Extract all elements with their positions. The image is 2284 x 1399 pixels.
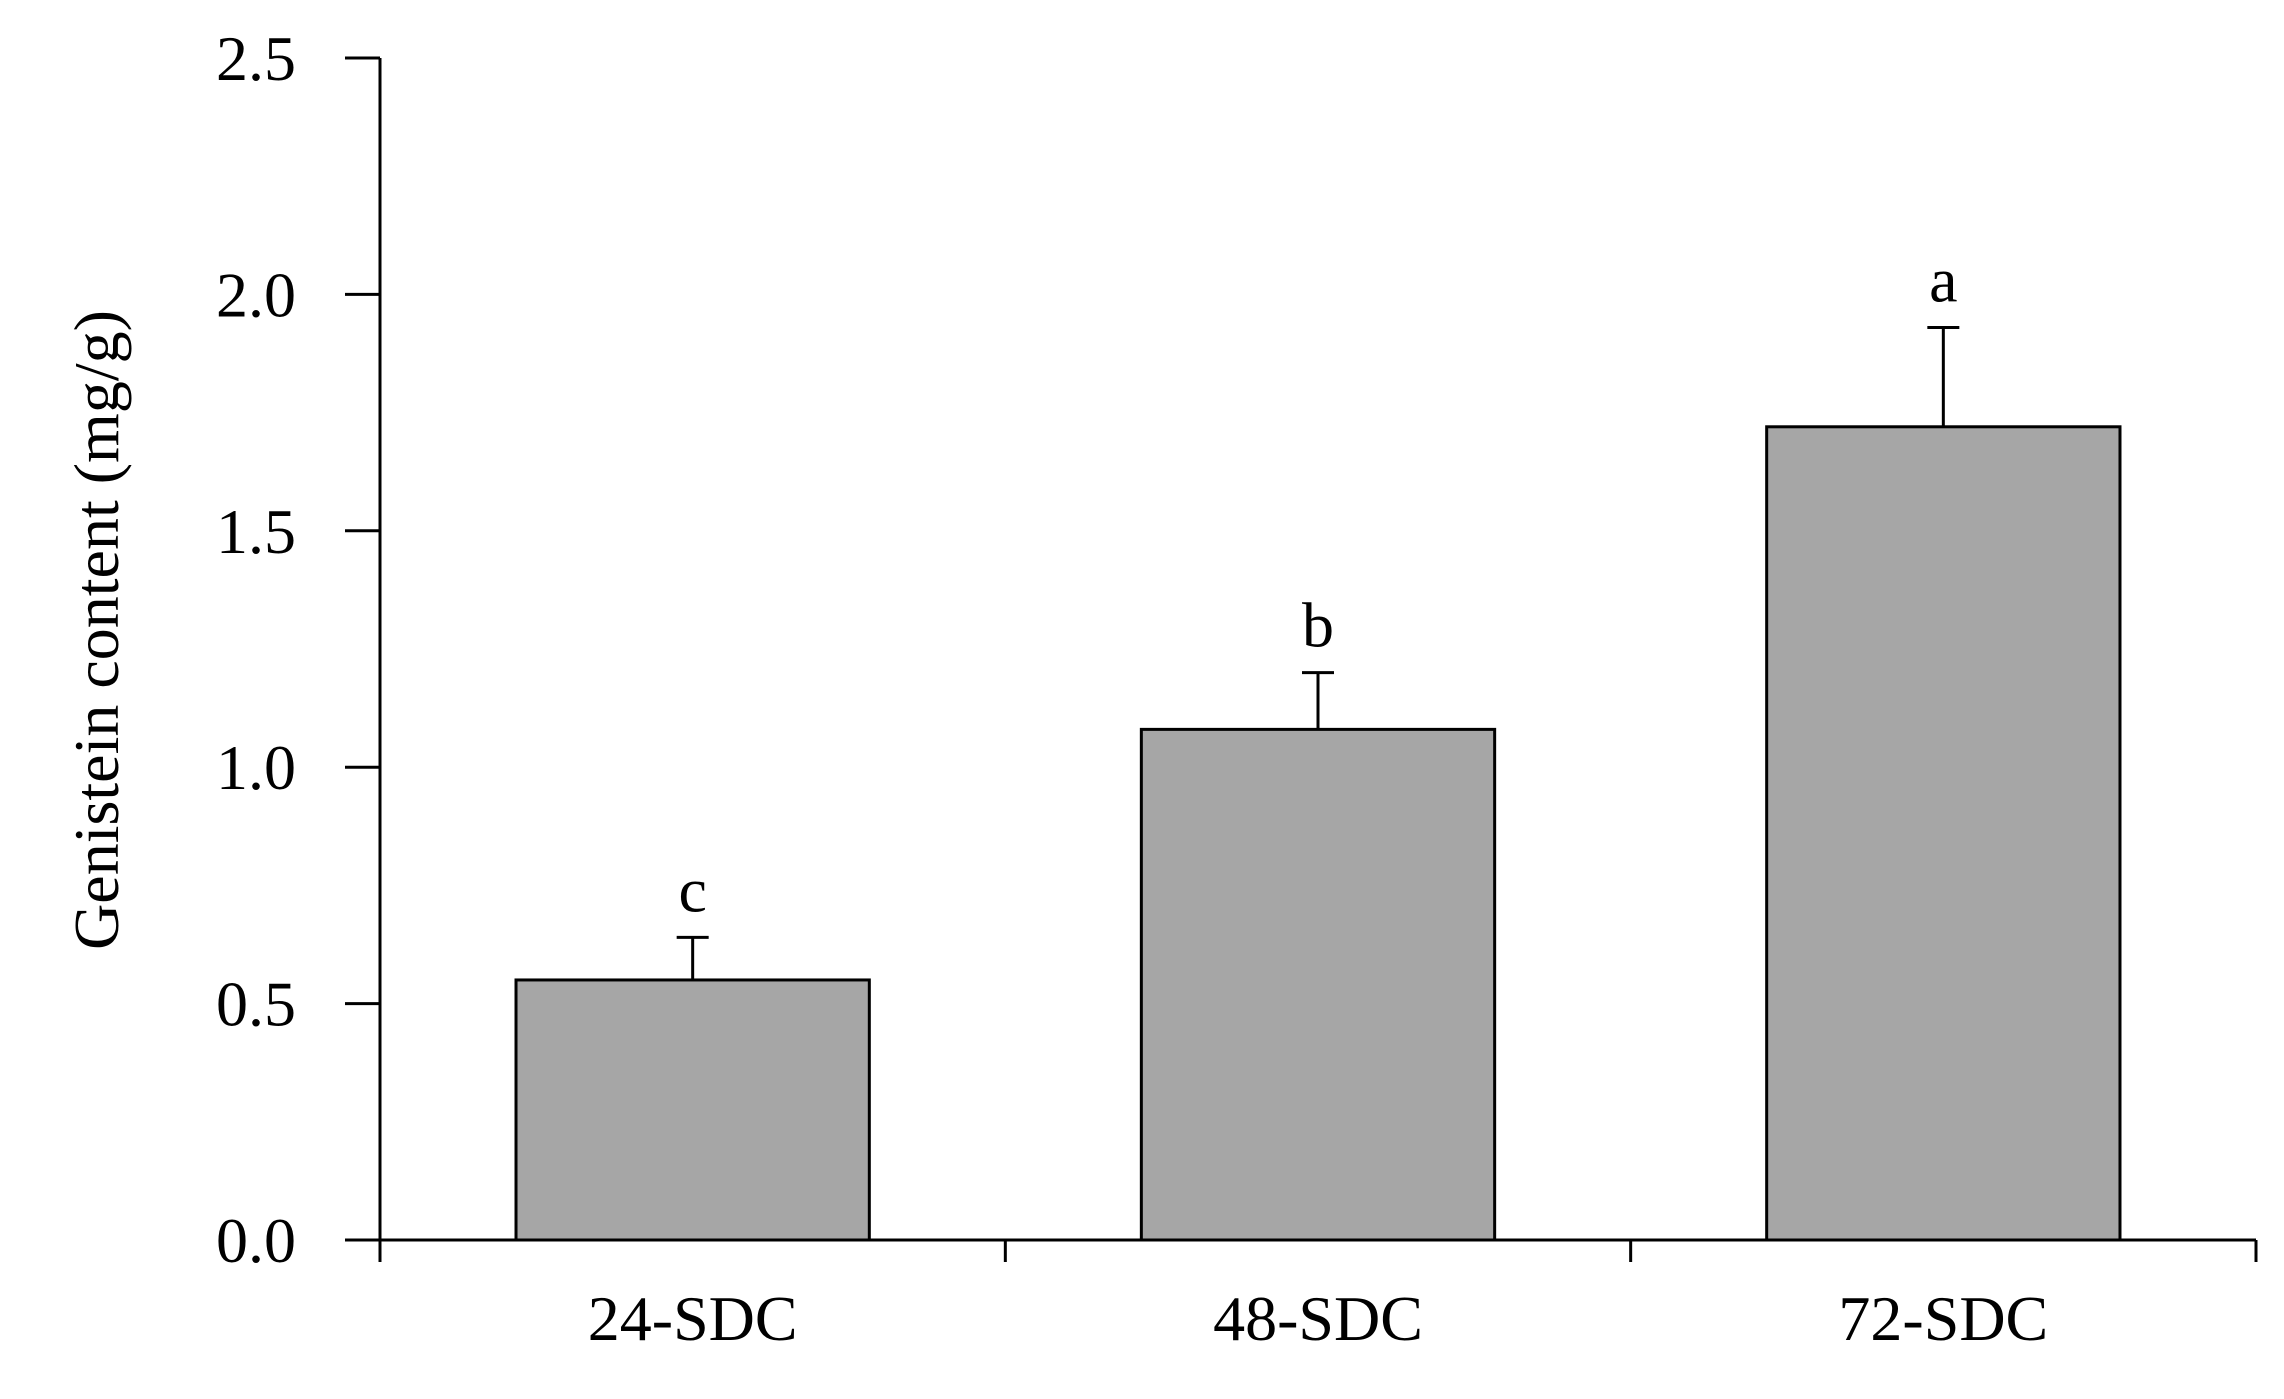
x-tick-label: 72-SDC: [1838, 1283, 2048, 1354]
significance-letter: a: [1929, 244, 1957, 315]
x-tick-label: 24-SDC: [588, 1283, 798, 1354]
y-tick-label: 2.0: [216, 259, 296, 330]
bar: [1139, 727, 1497, 1242]
bar: [514, 978, 871, 1242]
y-tick-label: 2.5: [216, 23, 296, 94]
y-tick-label: 1.0: [216, 732, 296, 803]
significance-letter: c: [678, 854, 706, 925]
plot-area: 0.0 0.5 1.0 1.5 2.0 2.5 c 24-SDC b 48-SDC a 72-SDC: [216, 23, 2258, 1354]
x-tick-label: 48-SDC: [1213, 1283, 1423, 1354]
significance-letter: b: [1302, 590, 1334, 661]
y-axis-label: Genistein content (mg/g): [61, 310, 132, 950]
y-tick-label: 0.5: [216, 969, 296, 1040]
y-tick-label: 1.5: [216, 496, 296, 567]
bar: [1765, 425, 2122, 1242]
y-tick-label: 0.0: [216, 1205, 296, 1276]
